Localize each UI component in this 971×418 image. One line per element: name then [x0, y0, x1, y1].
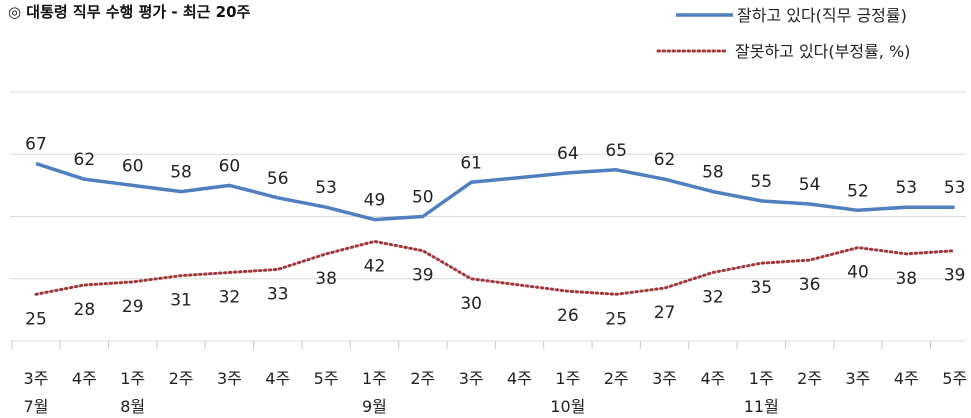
- disapprove-data-label: 35: [750, 278, 772, 298]
- approve-line: [35, 161, 955, 222]
- disapprove-data-label: 36: [799, 275, 821, 295]
- approve-data-label: 52: [847, 181, 869, 201]
- approve-data-label: 67: [25, 135, 47, 155]
- x-tick-label: 3주: [652, 369, 677, 388]
- disapprove-data-label: 26: [557, 306, 579, 326]
- approve-data-label: 56: [267, 169, 289, 189]
- x-tick-label: 3주: [459, 369, 484, 388]
- x-tick-label: 2주: [410, 369, 435, 388]
- x-axis: [11, 341, 931, 349]
- approve-data-label: 54: [799, 175, 821, 195]
- x-tick-label: 1주: [362, 369, 387, 388]
- approve-data-label: 53: [895, 178, 917, 198]
- month-label: 8월: [120, 397, 145, 416]
- x-tick-label: 2주: [604, 369, 629, 388]
- series-approve: [35, 161, 955, 222]
- disapprove-data-label: 25: [605, 309, 627, 329]
- disapprove-data-label: 31: [170, 291, 192, 311]
- x-tick-label: 4주: [700, 369, 725, 388]
- approve-data-label: 61: [460, 153, 482, 173]
- approve-data-label: 53: [315, 178, 337, 198]
- month-labels: 7월 8월 9월 10월 11월: [24, 397, 779, 416]
- disapprove-data-label: 39: [944, 266, 966, 286]
- x-tick-labels: 3주 4주 1주 2주 3주 4주 5주 1주 2주 3주 4주 1주 2주 3주 4주 1주 2주 3주 4주 5주: [24, 369, 968, 388]
- x-tick-label: 1주: [555, 369, 580, 388]
- legend-label-approve: 잘하고 있다(직무 긍정률): [737, 6, 907, 25]
- data-labels: 67 62 60 58 60 56 53 49 50 61 64 65 62 58 55 54 52 53 53 25…: [25, 135, 965, 330]
- disapprove-data-label: 38: [895, 269, 917, 289]
- x-tick-label: 4주: [507, 369, 532, 388]
- disapprove-line: [34, 239, 957, 296]
- disapprove-data-label: 29: [122, 297, 144, 317]
- x-tick-label: 2주: [169, 369, 194, 388]
- chart-title: ◎ 대통령 직무 수행 평가 - 최근 20주: [8, 3, 251, 21]
- disapprove-data-label: 40: [847, 263, 869, 283]
- approve-data-label: 49: [364, 191, 386, 211]
- disapprove-data-label: 33: [267, 284, 289, 304]
- gridlines: [10, 91, 966, 342]
- x-tick-label: 4주: [72, 369, 97, 388]
- x-tick-label: 4주: [894, 369, 919, 388]
- approve-data-label: 55: [750, 172, 772, 192]
- approve-data-label: 58: [170, 163, 192, 183]
- approve-data-label: 62: [74, 150, 96, 170]
- approve-data-label: 60: [219, 156, 241, 176]
- series-disapprove: [34, 239, 957, 296]
- x-tick-label: 3주: [217, 369, 242, 388]
- disapprove-data-label: 42: [364, 256, 386, 276]
- legend: 잘하고 있다(직무 긍정률) 잘못하고 있다(부정률, %): [656, 6, 910, 61]
- disapprove-data-label: 32: [702, 288, 724, 308]
- disapprove-data-label: 32: [219, 288, 241, 308]
- month-label: 10월: [550, 397, 585, 416]
- x-tick-label: 3주: [24, 369, 49, 388]
- x-tick-label: 4주: [265, 369, 290, 388]
- disapprove-data-label: 30: [460, 294, 482, 314]
- approve-data-label: 64: [557, 144, 579, 164]
- disapprove-data-label: 25: [25, 309, 47, 329]
- legend-label-disapprove: 잘못하고 있다(부정률, %): [735, 42, 910, 61]
- month-label: 7월: [24, 397, 49, 416]
- x-tick-label: 3주: [845, 369, 870, 388]
- x-tick-label: 1주: [120, 369, 145, 388]
- disapprove-data-label: 39: [412, 266, 434, 286]
- approve-data-label: 65: [605, 141, 627, 161]
- disapprove-data-label: 28: [74, 300, 96, 320]
- approve-data-label: 60: [122, 156, 144, 176]
- x-tick-label: 1주: [749, 369, 774, 388]
- approve-data-label: 58: [702, 163, 724, 183]
- month-label: 11월: [744, 397, 779, 416]
- approve-data-label: 62: [654, 150, 676, 170]
- disapprove-data-label: 38: [315, 269, 337, 289]
- month-label: 9월: [362, 397, 387, 416]
- x-tick-label: 2주: [797, 369, 822, 388]
- approve-data-label: 53: [944, 178, 966, 198]
- x-tick-label: 5주: [942, 369, 967, 388]
- disapprove-data-label: 27: [654, 303, 676, 323]
- x-tick-label: 5주: [314, 369, 339, 388]
- approve-data-label: 50: [412, 188, 434, 208]
